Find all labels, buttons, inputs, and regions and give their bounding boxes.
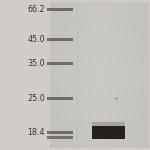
Bar [92, 126, 124, 139]
Text: 45.0: 45.0 [27, 35, 45, 44]
Bar [92, 122, 124, 126]
Text: 25.0: 25.0 [27, 94, 45, 103]
FancyBboxPatch shape [47, 62, 73, 65]
FancyBboxPatch shape [47, 8, 73, 11]
FancyBboxPatch shape [47, 38, 73, 41]
Text: 66.2: 66.2 [27, 5, 45, 14]
FancyBboxPatch shape [47, 97, 73, 100]
Text: 35.0: 35.0 [27, 59, 45, 68]
Text: 18.4: 18.4 [27, 128, 45, 137]
FancyBboxPatch shape [47, 131, 73, 134]
Bar [47, 136, 73, 139]
